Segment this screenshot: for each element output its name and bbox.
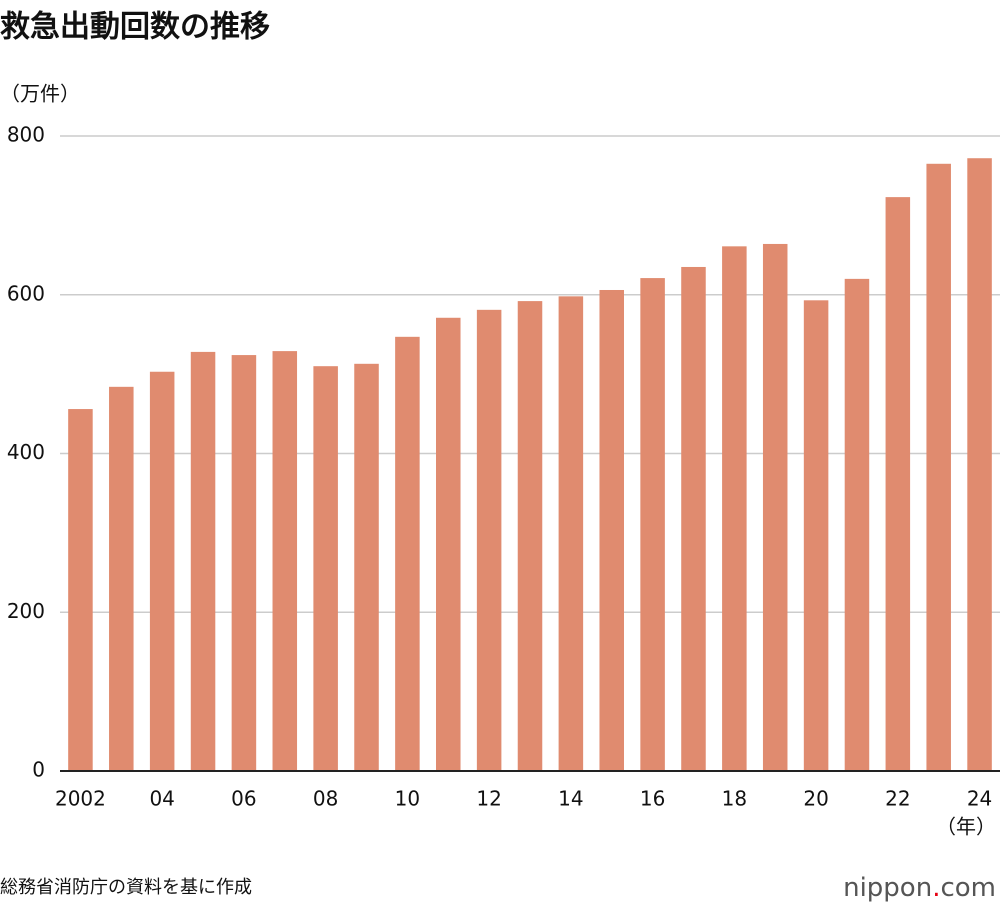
bar bbox=[149, 371, 175, 771]
x-tick-label: 22 bbox=[885, 787, 910, 811]
logo-part: nippon bbox=[843, 873, 932, 903]
x-tick-label: 08 bbox=[313, 787, 338, 811]
x-tick-label: 12 bbox=[476, 787, 501, 811]
x-tick-label: 06 bbox=[231, 787, 256, 811]
logo: nippon.com bbox=[843, 873, 996, 903]
y-tick-label: 0 bbox=[32, 758, 45, 782]
bar bbox=[844, 278, 870, 771]
bar bbox=[109, 386, 134, 771]
bar bbox=[762, 243, 788, 771]
y-unit: （万件） bbox=[0, 82, 80, 106]
source: 総務省消防庁の資料を基に作成 bbox=[0, 877, 252, 898]
x-tick-label: 16 bbox=[640, 787, 665, 811]
x-tick-label: 18 bbox=[722, 787, 747, 811]
x-tick-label: 14 bbox=[558, 787, 583, 811]
bar bbox=[395, 336, 420, 771]
y-tick-label: 200 bbox=[7, 599, 45, 623]
bar bbox=[476, 309, 502, 771]
x-tick-label: 2002 bbox=[55, 787, 106, 811]
bar bbox=[313, 366, 338, 771]
bar bbox=[231, 355, 257, 771]
chart-title: 救急出動回数の推移 bbox=[0, 10, 270, 45]
x-tick-label: 04 bbox=[149, 787, 174, 811]
bar bbox=[681, 266, 706, 771]
logo-part: . bbox=[932, 873, 940, 903]
y-tick-label: 600 bbox=[7, 281, 45, 305]
x-tick-label: 10 bbox=[395, 787, 420, 811]
bar bbox=[599, 289, 624, 771]
bar bbox=[640, 278, 665, 771]
x-tick-label: 24 bbox=[967, 787, 992, 811]
bar bbox=[722, 246, 747, 772]
bar bbox=[190, 351, 216, 771]
y-tick-label: 800 bbox=[7, 123, 45, 147]
bar bbox=[885, 197, 911, 771]
y-tick-label: 400 bbox=[7, 440, 45, 464]
bar bbox=[926, 163, 951, 771]
bar bbox=[558, 296, 584, 771]
x-unit: （年） bbox=[936, 815, 996, 839]
bar bbox=[517, 301, 543, 771]
bar bbox=[272, 351, 298, 771]
bar bbox=[68, 409, 93, 771]
bar bbox=[967, 158, 992, 772]
bar bbox=[354, 363, 379, 771]
logo-part: com bbox=[940, 873, 996, 903]
bar bbox=[803, 300, 829, 771]
x-tick-label: 20 bbox=[803, 787, 828, 811]
bar bbox=[436, 317, 461, 771]
